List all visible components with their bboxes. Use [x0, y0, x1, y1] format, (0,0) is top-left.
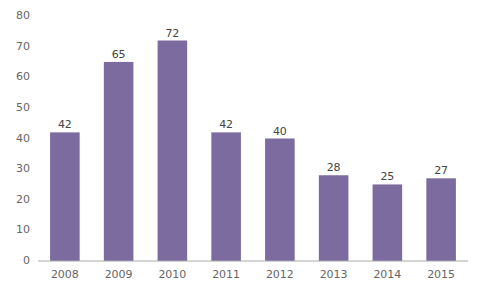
bar: [373, 184, 403, 261]
y-tick-label: 0: [23, 254, 30, 267]
bar: [426, 178, 456, 261]
x-tick-label: 2009: [105, 268, 133, 281]
data-label: 25: [380, 170, 394, 183]
y-axis: 0 10 20 30 40 50 60 70 80: [16, 9, 30, 267]
bar: [319, 175, 349, 261]
x-tick-label: 2010: [158, 268, 186, 281]
data-label: 42: [58, 118, 72, 131]
y-tick-label: 80: [16, 9, 30, 22]
x-tick-label: 2011: [212, 268, 240, 281]
bar: [265, 139, 295, 262]
chart-svg: 0 10 20 30 40 50 60 70 80 2008 2009 2010 2011 2012 201…: [0, 0, 480, 289]
y-tick-label: 70: [16, 40, 30, 53]
data-labels: 42 65 72 42 40 28 25 27: [58, 27, 448, 184]
data-label: 72: [165, 27, 179, 40]
y-tick-label: 40: [16, 132, 30, 145]
data-label: 40: [273, 125, 287, 138]
y-tick-label: 50: [16, 101, 30, 114]
x-tick-label: 2012: [266, 268, 294, 281]
data-label: 27: [434, 164, 448, 177]
data-label: 65: [112, 48, 126, 61]
bar: [50, 132, 80, 261]
bar: [211, 132, 241, 261]
data-label: 42: [219, 118, 233, 131]
y-tick-label: 10: [16, 223, 30, 236]
x-tick-label: 2015: [427, 268, 455, 281]
x-tick-label: 2013: [320, 268, 348, 281]
x-tick-label: 2014: [373, 268, 401, 281]
y-tick-label: 20: [16, 193, 30, 206]
y-tick-label: 30: [16, 162, 30, 175]
data-label: 28: [327, 161, 341, 174]
bar: [104, 62, 134, 261]
bars: [50, 41, 456, 262]
bar: [158, 41, 188, 262]
chart-container: 0 10 20 30 40 50 60 70 80 2008 2009 2010 2011 2012 201…: [0, 0, 480, 289]
x-axis: 2008 2009 2010 2011 2012 2013 2014 2015: [51, 268, 455, 281]
x-axis-line: [38, 261, 468, 262]
page: {"chart_data": {"type": "bar", "categori…: [0, 0, 480, 289]
x-tick-label: 2008: [51, 268, 79, 281]
y-tick-label: 60: [16, 70, 30, 83]
